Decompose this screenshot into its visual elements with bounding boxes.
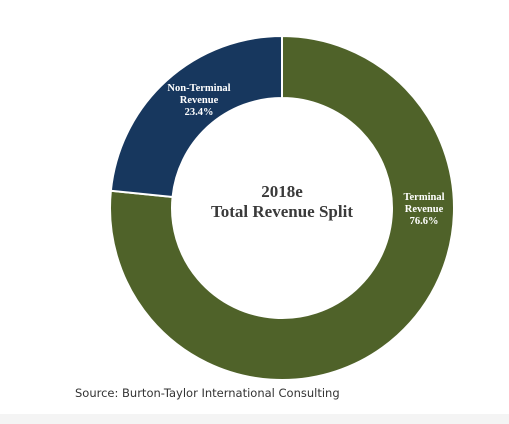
donut-slice-0 [109,34,455,380]
slice-label-0-line-2: 76.6% [410,216,439,227]
slice-label-0-line-0: Terminal [403,192,444,203]
slice-label-0: Terminal Revenue 76.6% [403,192,444,227]
donut-slice-1 [109,34,283,199]
slice-label-1-line-1: Revenue [180,95,219,106]
source-note: Source: Burton-Taylor International Cons… [75,386,340,400]
slice-label-0-line-1: Revenue [405,204,444,215]
slices-layer [109,34,455,380]
bottom-band [0,414,509,424]
center-title-line-1: 2018e [261,182,303,201]
slice-label-1-line-2: 23.4% [185,107,214,118]
slice-labels-layer: Terminal Revenue 76.6%Non-Terminal Revenue 2… [167,83,444,227]
donut-chart-svg: Terminal Revenue 76.6%Non-Terminal Revenue 2… [109,34,455,380]
slice-label-1: Non-Terminal Revenue 23.4% [167,83,230,118]
center-title-line-2: Total Revenue Split [211,202,353,221]
slice-label-1-line-0: Non-Terminal [167,83,230,94]
